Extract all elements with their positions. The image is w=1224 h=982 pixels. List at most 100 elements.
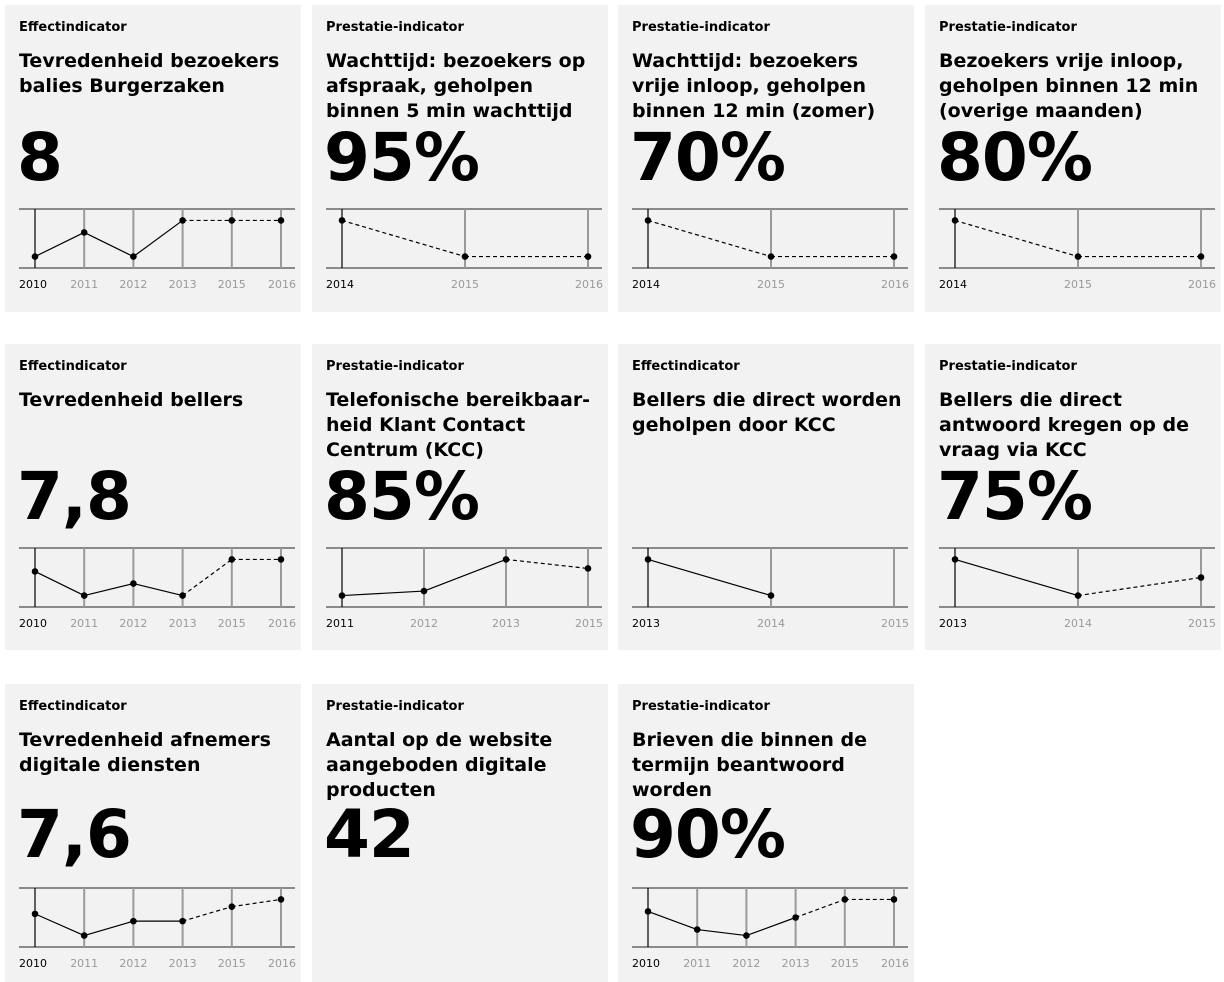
indicator-title: Brieven die binnen de termijn beantwoord… — [632, 729, 867, 801]
data-point — [31, 910, 39, 918]
indicator-value: 7,8 — [17, 458, 132, 535]
year-label: 2012 — [119, 278, 147, 291]
year-label: 2014 — [632, 278, 660, 291]
year-label: 2011 — [70, 617, 98, 630]
data-point — [644, 556, 652, 563]
sparkline-chart: 2014 2015 2016 — [326, 208, 603, 291]
trend-segment — [34, 913, 85, 937]
data-point — [277, 556, 285, 563]
year-label: 2013 — [169, 957, 197, 970]
data-point — [461, 253, 469, 260]
data-point — [179, 917, 186, 925]
kpi-card: Prestatie-indicator Brieven die binnen de… — [618, 684, 914, 982]
trend-segment-forecast — [1077, 576, 1202, 597]
indicator-value: 7,6 — [17, 796, 132, 873]
year-label: 2012 — [732, 957, 760, 970]
data-point — [80, 592, 88, 599]
indicator-category: Effectindicator — [19, 20, 127, 35]
trend-segment-forecast — [341, 219, 466, 258]
year-label: 2010 — [19, 617, 47, 630]
trend-segment-forecast — [647, 219, 772, 258]
trend-segment — [83, 231, 134, 258]
year-label: 2014 — [757, 617, 785, 630]
data-point — [841, 896, 849, 903]
indicator-title: Bellers die direct antwoord kregen op de… — [939, 389, 1189, 461]
kpi-card: Effectindicator Tevredenheid bellers 7,8 20… — [5, 344, 301, 650]
indicator-title: Tevredenheid afnemers digitale diensten — [19, 729, 271, 776]
data-point — [228, 556, 236, 563]
data-point — [277, 217, 285, 224]
year-label: 2013 — [939, 617, 967, 630]
data-point — [420, 587, 428, 595]
year-label: 2015 — [831, 957, 859, 970]
indicator-category: Effectindicator — [19, 359, 127, 374]
data-point — [1074, 592, 1082, 599]
data-point — [767, 592, 775, 599]
indicator-title: Bellers die direct worden geholpen door … — [632, 389, 902, 436]
indicator-value: 8 — [17, 119, 63, 196]
year-label: 2016 — [881, 278, 909, 291]
sparkline-chart: 2010 2011 2012 2013 2015 2016 — [19, 208, 296, 291]
indicator-value: 42 — [324, 796, 415, 873]
data-point — [130, 253, 137, 260]
data-point — [951, 556, 959, 563]
indicator-category: Prestatie-indicator — [632, 699, 770, 714]
data-point — [1074, 253, 1082, 260]
indicator-title: Telefonische bereikbaar-heid Klant Conta… — [326, 389, 591, 461]
data-point — [130, 580, 137, 587]
trend-segment — [954, 558, 1079, 597]
sparkline-chart: 2010 2011 2012 2013 2015 2016 — [632, 887, 909, 970]
data-point — [584, 565, 592, 572]
data-point — [644, 908, 652, 915]
kpi-card: Effectindicator Tevredenheid afnemers dig… — [5, 684, 301, 982]
sparkline-chart: 2013 2014 2015 — [632, 547, 909, 630]
year-label: 2015 — [218, 278, 246, 291]
trend-segment-forecast — [505, 558, 589, 570]
year-label: 2010 — [632, 957, 660, 970]
year-label: 2015 — [451, 278, 479, 291]
indicator-title: Tevredenheid bellers — [19, 389, 244, 411]
kpi-card: Prestatie-indicator Aantal op de website … — [312, 684, 608, 982]
sparkline-chart: 2011 2012 2013 2015 — [326, 547, 603, 630]
indicator-value: 95% — [324, 119, 480, 196]
kpi-card: Prestatie-indicator Wachttijd: bezoekers … — [312, 5, 608, 312]
data-point — [80, 932, 88, 939]
data-point — [584, 253, 592, 260]
year-label: 2011 — [683, 957, 711, 970]
indicator-category: Prestatie-indicator — [326, 699, 464, 714]
year-label: 2013 — [782, 957, 810, 970]
trend-segment — [647, 558, 772, 597]
year-label: 2010 — [19, 278, 47, 291]
data-point — [743, 932, 750, 939]
indicator-category: Prestatie-indicator — [939, 20, 1077, 35]
year-label: 2014 — [1064, 617, 1092, 630]
year-label: 2016 — [268, 278, 296, 291]
year-label: 2015 — [757, 278, 785, 291]
data-point — [31, 568, 39, 575]
indicator-category: Prestatie-indicator — [632, 20, 770, 35]
data-point — [277, 896, 285, 903]
indicator-category: Prestatie-indicator — [939, 359, 1077, 374]
data-point — [338, 592, 346, 599]
year-label: 2011 — [70, 278, 98, 291]
trend-segment — [34, 570, 85, 597]
trend-segment-forecast — [182, 558, 233, 597]
indicator-title: Bezoekers vrije inloop, geholpen binnen … — [939, 50, 1199, 122]
year-label: 2011 — [326, 617, 354, 630]
data-point — [502, 556, 510, 563]
kpi-card: Effectindicator Bellers die direct worden… — [618, 344, 914, 650]
trend-segment-forecast — [795, 898, 846, 919]
year-label: 2013 — [169, 278, 197, 291]
indicator-value: 80% — [937, 119, 1093, 196]
trend-segment — [133, 582, 183, 597]
trend-segment — [746, 916, 796, 937]
indicator-title: Tevredenheid bezoekers balies Burgerzake… — [19, 50, 280, 97]
trend-segment — [84, 582, 134, 597]
year-label: 2015 — [218, 617, 246, 630]
data-point — [792, 914, 799, 921]
year-label: 2015 — [218, 957, 246, 970]
year-label: 2014 — [939, 278, 967, 291]
data-point — [767, 253, 775, 260]
sparkline-chart: 2010 2011 2012 2013 2015 2016 — [19, 547, 296, 630]
data-point — [130, 917, 137, 925]
